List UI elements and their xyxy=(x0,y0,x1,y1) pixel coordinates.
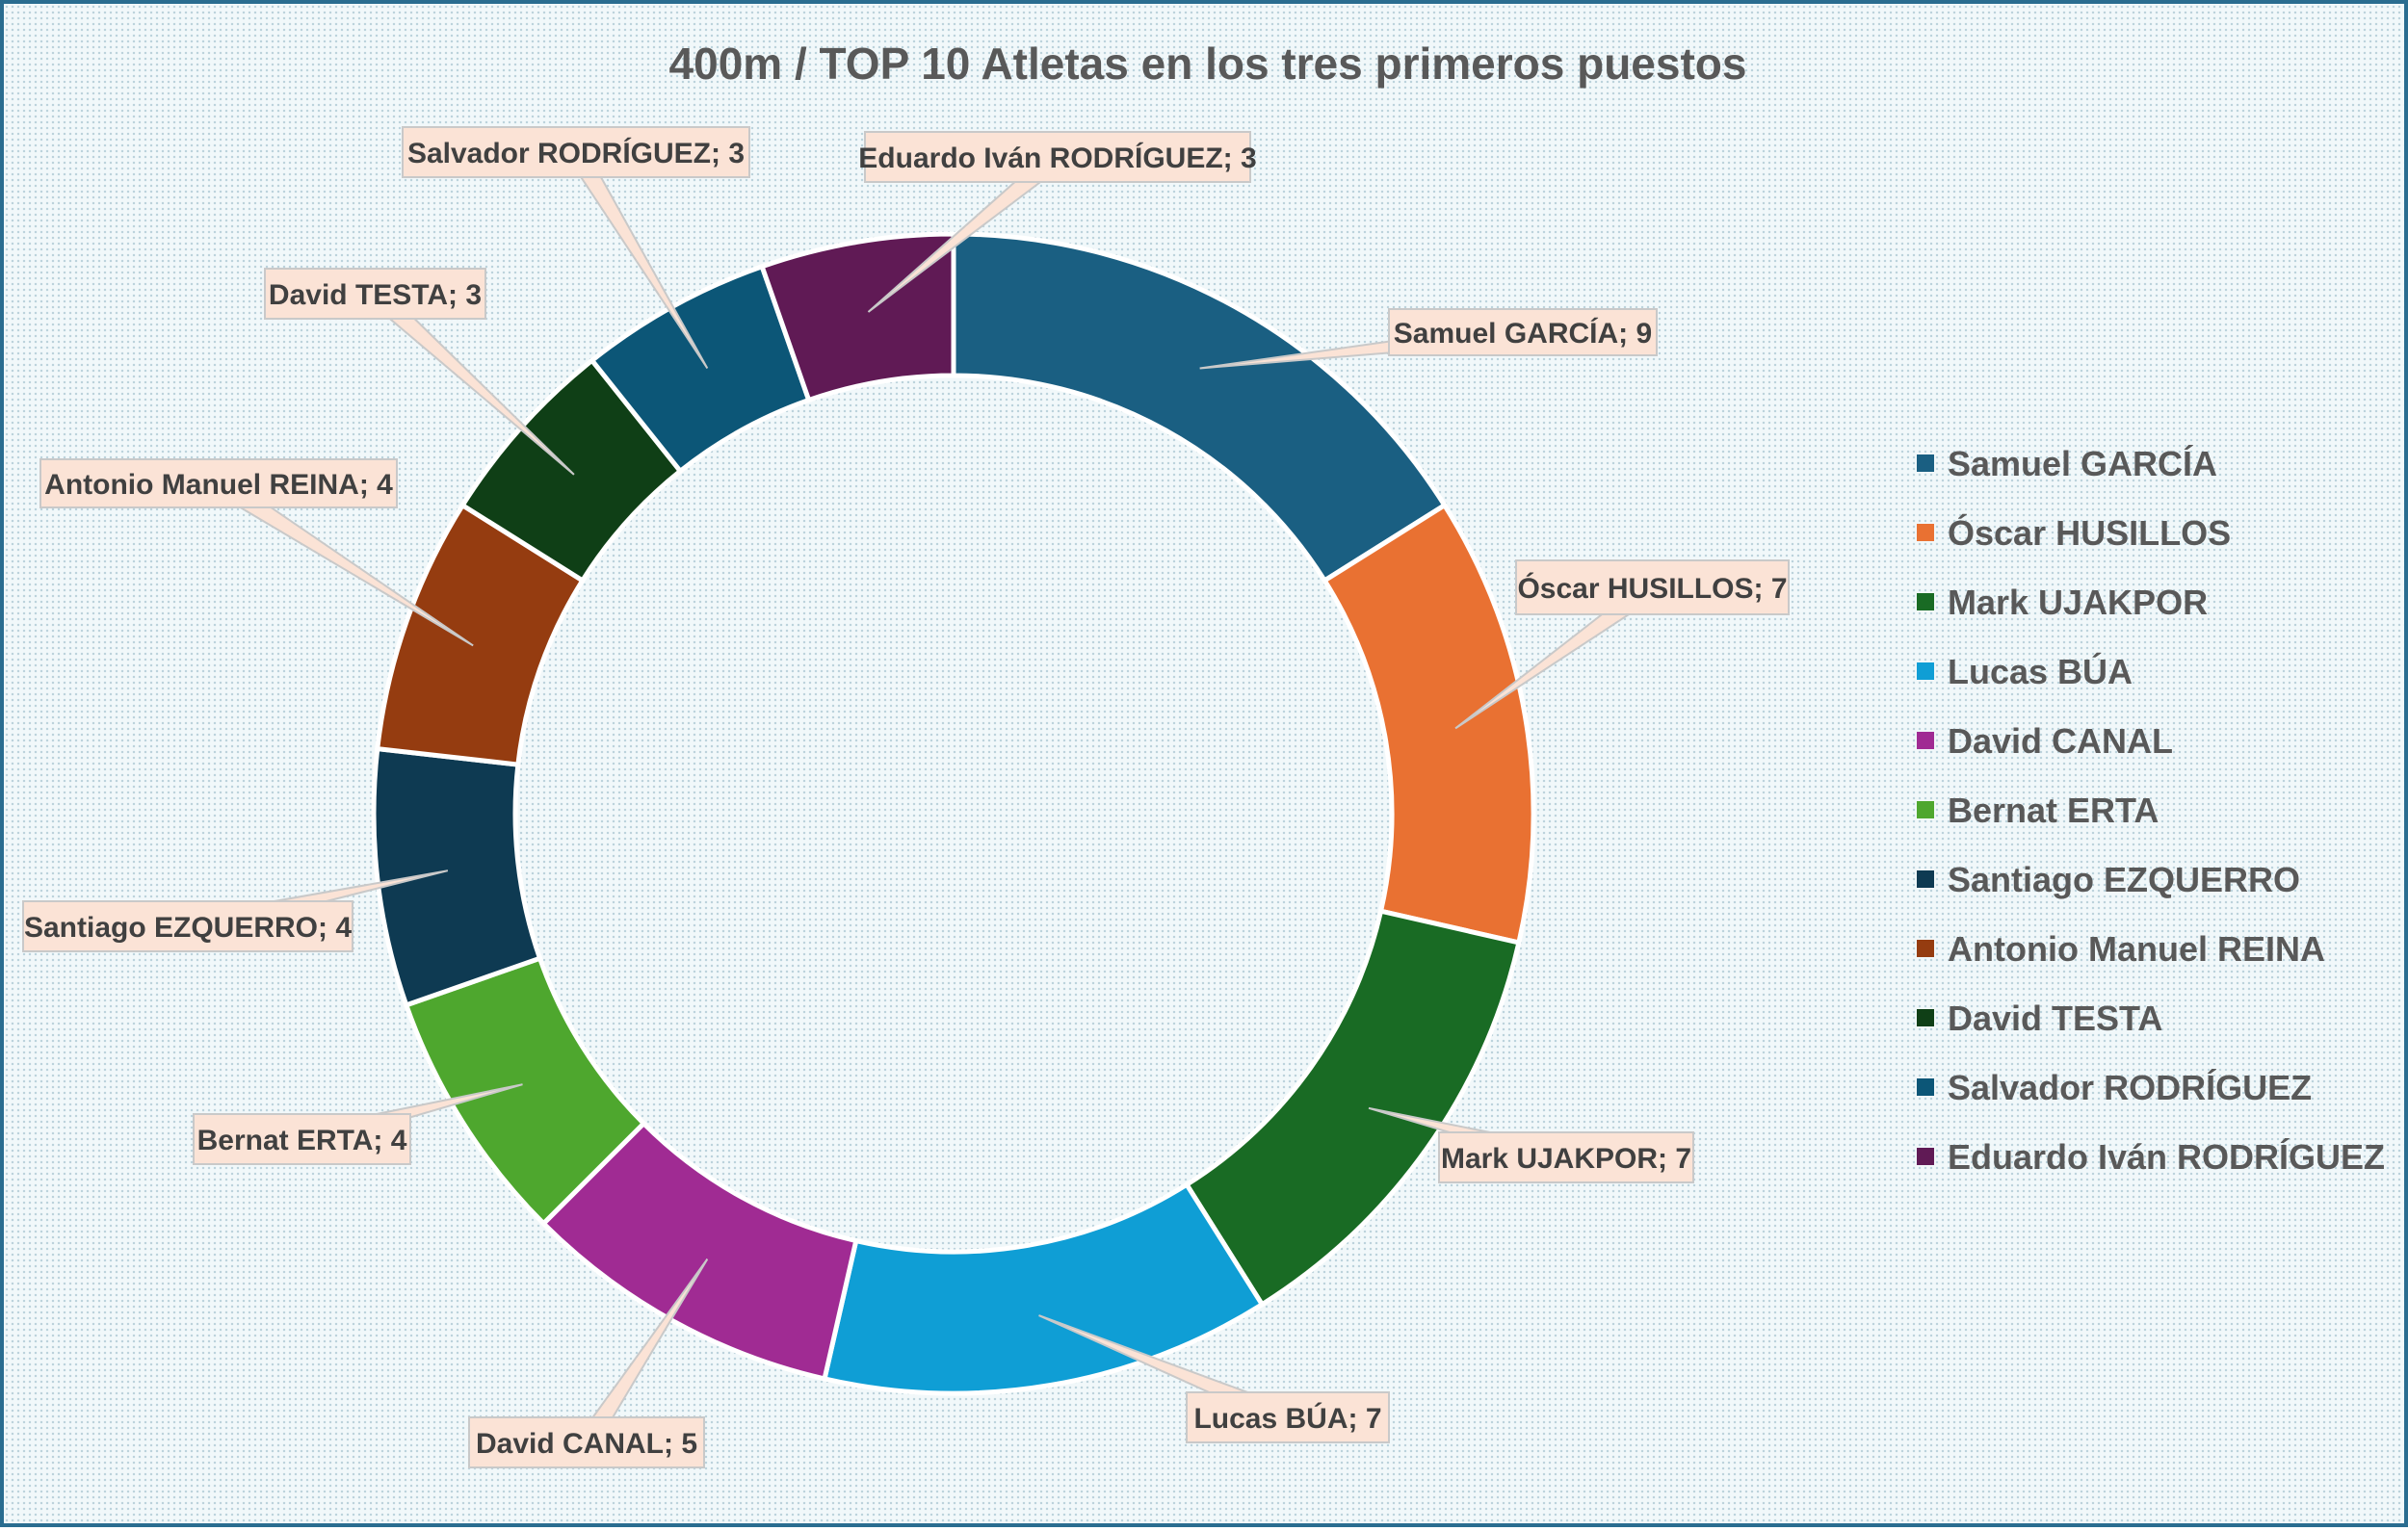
slice-mark-ujakpor xyxy=(1183,908,1522,1309)
data-label: Eduardo Iván RODRÍGUEZ; 3 xyxy=(858,142,1256,174)
legend-swatch xyxy=(1917,870,1934,888)
data-label: Santiago EZQUERRO; 4 xyxy=(24,912,352,944)
data-label: Samuel GARCÍA; 9 xyxy=(1394,317,1652,350)
data-label: Mark UJAKPOR; 7 xyxy=(1441,1143,1691,1175)
data-label: Salvador RODRÍGUEZ; 3 xyxy=(407,137,745,169)
data-label: Óscar HUSILLOS; 7 xyxy=(1517,572,1787,605)
data-label-box xyxy=(264,268,486,320)
chart-title: 400m / TOP 10 Atletas en los tres primer… xyxy=(669,39,1747,89)
legend-label: Salvador RODRÍGUEZ xyxy=(1948,1068,2312,1107)
legend-label: Santiago EZQUERRO xyxy=(1948,860,2300,899)
data-label: David TESTA; 3 xyxy=(269,279,482,311)
data-label-box xyxy=(193,1113,411,1165)
data-label-box xyxy=(39,458,398,508)
legend-swatch xyxy=(1917,1148,1934,1165)
legend-swatch xyxy=(1917,524,1934,541)
legend-label: Eduardo Iván RODRÍGUEZ xyxy=(1948,1137,2385,1177)
legend-swatch xyxy=(1917,1009,1934,1026)
slice-santiago-ezquerro xyxy=(371,745,543,1009)
legend-swatch xyxy=(1917,454,1934,472)
data-label-box xyxy=(1186,1391,1390,1443)
data-label-box xyxy=(1388,308,1658,356)
slice-eduardo-ivan-rodriguez xyxy=(758,231,956,403)
data-label-box xyxy=(22,900,353,952)
legend-label: Mark UJAKPOR xyxy=(1948,583,2208,622)
data-label-box xyxy=(468,1416,705,1468)
slice-samuel-garcia xyxy=(951,231,1449,584)
data-label-box xyxy=(1515,559,1790,615)
legend-label: Lucas BÚA xyxy=(1948,651,2133,691)
legend-label: Óscar HUSILLOS xyxy=(1948,512,2231,553)
legend-swatch xyxy=(1917,1078,1934,1096)
data-label: Lucas BÚA; 7 xyxy=(1193,1402,1381,1435)
legend-swatch xyxy=(1917,801,1934,818)
doughnut-chart: 400m / TOP 10 Atletas en los tres primer… xyxy=(22,39,2385,1468)
legend-label: Antonio Manuel REINA xyxy=(1948,929,2325,969)
slices-group xyxy=(371,231,1536,1396)
legend-swatch xyxy=(1917,732,1934,749)
legend: Samuel GARCÍA Óscar HUSILLOS Mark UJAKPOR L… xyxy=(1917,444,2385,1177)
callouts-group: Samuel GARCÍA; 9 Óscar HUSILLOS; 7 Mark UJ… xyxy=(22,126,1790,1468)
data-label-box xyxy=(402,126,750,178)
data-label: David CANAL; 5 xyxy=(476,1428,697,1460)
legend-label: Bernat ERTA xyxy=(1948,791,2159,830)
data-label: Antonio Manuel REINA; 4 xyxy=(44,469,393,501)
slice-oscar-husillos xyxy=(1321,502,1536,946)
data-label: Bernat ERTA; 4 xyxy=(197,1125,407,1156)
legend-label: David CANAL xyxy=(1948,721,2173,761)
slice-lucas-bua xyxy=(822,1181,1266,1396)
legend-label: David TESTA xyxy=(1948,999,2162,1038)
legend-swatch xyxy=(1917,662,1934,680)
data-label-box xyxy=(1438,1131,1694,1183)
data-label-box xyxy=(864,131,1251,183)
legend-swatch xyxy=(1917,940,1934,957)
legend-label: Samuel GARCÍA xyxy=(1948,444,2217,483)
legend-swatch xyxy=(1917,593,1934,610)
